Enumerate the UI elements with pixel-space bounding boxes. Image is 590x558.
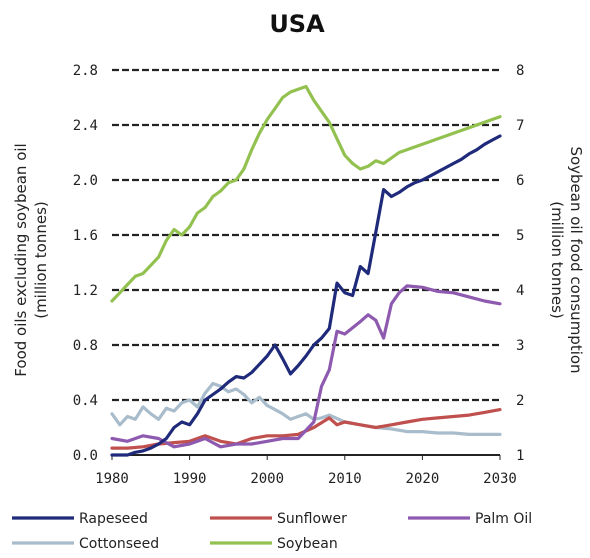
y2-tick-label: 7	[516, 118, 524, 134]
y2-axis-label-line1: Soybean oil food consumption	[567, 146, 585, 373]
series-line-cottonseed	[110, 381, 502, 436]
series-line-rapeseed	[110, 134, 502, 457]
chart-title: USA	[269, 10, 325, 38]
y-tick-label: 1.6	[73, 228, 98, 244]
y-axis-label-line2: (million tonnes)	[32, 201, 50, 319]
y2-tick-label: 5	[516, 228, 524, 244]
x-tick-label: 1990	[173, 471, 207, 487]
y2-tick-label: 1	[516, 448, 524, 464]
y-tick-label: 0.4	[73, 393, 98, 409]
axis-layer: 0.0 0.4 0.8 1.2 1.6 2.0 2.4 2.8 1 2 3 4 5 6 7 8 1980 1990…	[73, 63, 525, 487]
legend-label-cottonseed: Cottonseed	[79, 536, 159, 552]
x-tick-label: 1980	[95, 471, 129, 487]
legend: Rapeseed Sunflower Palm Oil Cottonseed Soybe…	[12, 511, 532, 552]
y-tick-label: 1.2	[73, 283, 98, 299]
y-tick-label: 0.0	[73, 448, 98, 464]
y2-tick-label: 3	[516, 338, 524, 354]
y2-tick-label: 2	[516, 393, 524, 409]
x-tick-label: 2020	[406, 471, 440, 487]
x-tick-label: 2000	[250, 471, 284, 487]
y2-axis-label-line2: (million tonnes)	[548, 201, 566, 319]
y-axis-label-line1: Food oils excluding soybean oil	[12, 143, 30, 376]
series-layer	[110, 84, 502, 457]
legend-label-palm-oil: Palm Oil	[475, 511, 532, 527]
grid-layer	[112, 68, 500, 456]
series-line-palm-oil	[110, 284, 502, 449]
y-tick-label: 2.0	[73, 173, 98, 189]
series-line-soybean	[110, 84, 502, 303]
legend-label-rapeseed: Rapeseed	[79, 511, 148, 527]
legend-label-sunflower: Sunflower	[277, 511, 347, 527]
y-tick-label: 2.4	[73, 118, 98, 134]
y-tick-label: 0.8	[73, 338, 98, 354]
y2-tick-label: 8	[516, 63, 524, 79]
y-tick-label: 2.8	[73, 63, 98, 79]
x-tick-label: 2030	[483, 471, 517, 487]
series-line-sunflower	[110, 408, 502, 450]
x-tick-label: 2010	[328, 471, 362, 487]
y2-tick-label: 4	[516, 283, 524, 299]
legend-label-soybean: Soybean	[277, 536, 338, 552]
y2-tick-label: 6	[516, 173, 524, 189]
